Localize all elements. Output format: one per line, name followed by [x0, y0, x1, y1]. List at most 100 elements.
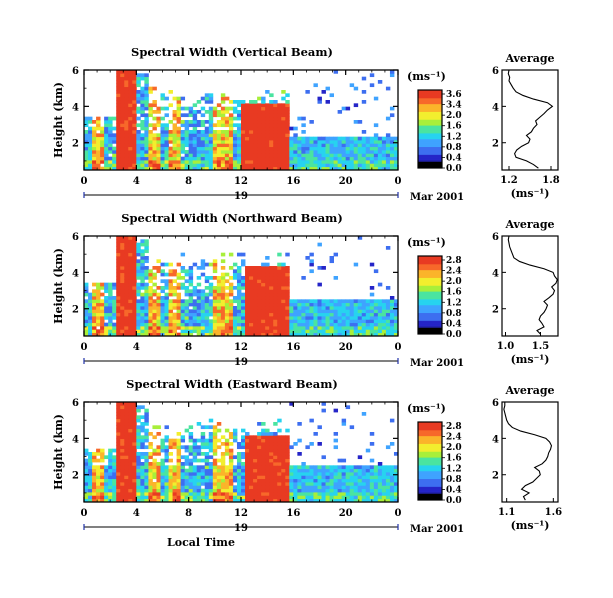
y-tick-label: 6: [72, 232, 79, 243]
colorbar-tick: 1.2: [446, 132, 462, 142]
average-x-tick: 1.2: [500, 175, 517, 186]
x-tick-label: 8: [185, 508, 192, 519]
average-y-tick: 2: [492, 471, 499, 482]
x-tick-label: 8: [185, 342, 192, 353]
colorbar-tick: 3.6: [446, 90, 462, 100]
heatmap-cells: [84, 236, 399, 337]
colorbar-tick: 0.0: [446, 496, 462, 506]
average-y-tick: 2: [492, 139, 499, 150]
average-panel: Average 2 4 6 1.1 1.6(ms⁻¹): [492, 384, 562, 532]
average-title: Average: [504, 384, 554, 397]
y-tick-label: 4: [72, 268, 79, 279]
colorbar-unit: (ms⁻¹): [407, 236, 446, 249]
y-tick-label: 2: [72, 305, 79, 316]
average-y-tick: 2: [492, 305, 499, 316]
average-frame: [501, 69, 559, 171]
y-tick-label: 4: [72, 102, 79, 113]
average-x-tick: 1.8: [542, 175, 559, 186]
average-frame: [501, 401, 559, 503]
date-day: 19: [234, 523, 248, 534]
colorbar-tick: 1.6: [446, 288, 462, 298]
x-tick-label: 16: [286, 176, 300, 187]
y-axis-label: Height (km): [52, 248, 65, 324]
colorbar: (ms⁻¹)2.82.42.01.61.20.80.40.0: [407, 236, 462, 340]
x-tick-label: 12: [234, 508, 248, 519]
colorbar-tick: 0.8: [446, 309, 462, 319]
colorbar: (ms⁻¹)3.63.42.01.61.20.80.40.0: [407, 70, 462, 174]
date-label: Mar 2001: [410, 524, 464, 535]
colorbar-tick: 1.6: [446, 454, 462, 464]
x-tick-label: 4: [133, 176, 140, 187]
colorbar-tick: 0.8: [446, 143, 462, 153]
average-title: Average: [504, 52, 554, 65]
x-tick-label: 16: [286, 342, 300, 353]
colorbar-tick: 2.0: [446, 111, 462, 121]
colorbar: (ms⁻¹)2.82.42.01.61.20.80.40.0: [407, 402, 462, 506]
chart-panel-1: Spectral Width (Vertical Beam)0 4 8 12 16 20 0…: [52, 45, 560, 203]
heatmap-cells: [84, 70, 399, 171]
chart-panel-2: Spectral Width (Northward Beam)0 4 8 12 16 20…: [52, 211, 559, 369]
average-profile-line: [507, 69, 554, 169]
x-axis-label: Local Time: [167, 536, 235, 549]
colorbar-tick: 0.8: [446, 475, 462, 485]
average-x-tick: 1.0: [497, 341, 514, 352]
chart-panel-3: Spectral Width (Eastward Beam)0 4 8 12 16 20 0…: [52, 377, 562, 549]
chart-title: Spectral Width (Vertical Beam): [131, 45, 333, 59]
average-profile-line: [503, 402, 553, 501]
average-x-tick: 1.5: [532, 341, 549, 352]
colorbar-tick: 2.0: [446, 277, 462, 287]
x-tick-label: 0: [395, 508, 402, 519]
colorbar-tick: 0.0: [446, 164, 462, 174]
x-tick-label: 0: [395, 176, 402, 187]
x-tick-label: 20: [339, 508, 353, 519]
average-x-label: (ms⁻¹): [511, 187, 550, 200]
heatmap-cells: [84, 402, 399, 503]
colorbar-tick: 1.6: [446, 122, 462, 132]
average-y-tick: 6: [492, 66, 499, 77]
y-axis-label: Height (km): [52, 414, 65, 490]
colorbar-unit: (ms⁻¹): [407, 70, 446, 83]
date-day: 19: [234, 191, 248, 202]
average-x-tick: 1.6: [545, 507, 562, 518]
colorbar-tick: 0.4: [446, 485, 462, 495]
y-tick-label: 4: [72, 434, 79, 445]
chart-title: Spectral Width (Eastward Beam): [126, 377, 338, 391]
x-tick-label: 0: [81, 342, 88, 353]
x-tick-label: 20: [339, 176, 353, 187]
x-tick-label: 4: [133, 342, 140, 353]
x-tick-label: 0: [395, 342, 402, 353]
colorbar-tick: 0.0: [446, 330, 462, 340]
average-y-tick: 6: [492, 398, 499, 409]
chart-title: Spectral Width (Northward Beam): [121, 211, 343, 225]
date-label: Mar 2001: [410, 192, 464, 203]
colorbar-tick: 1.2: [446, 298, 462, 308]
average-frame: [501, 235, 559, 337]
date-label: Mar 2001: [410, 358, 464, 369]
colorbar-tick: 2.8: [446, 422, 462, 432]
x-tick-label: 0: [81, 176, 88, 187]
x-tick-label: 16: [286, 508, 300, 519]
average-x-tick: 1.1: [498, 507, 515, 518]
average-y-tick: 4: [492, 434, 499, 445]
colorbar-tick: 2.4: [446, 267, 462, 277]
colorbar-tick: 2.0: [446, 443, 462, 453]
colorbar-tick: 3.4: [446, 101, 462, 111]
average-y-tick: 4: [492, 268, 499, 279]
x-tick-label: 12: [234, 342, 248, 353]
average-x-label: (ms⁻¹): [511, 519, 550, 532]
y-tick-label: 2: [72, 471, 79, 482]
x-tick-label: 12: [234, 176, 248, 187]
average-y-tick: 4: [492, 102, 499, 113]
colorbar-tick: 2.8: [446, 256, 462, 266]
x-tick-label: 20: [339, 342, 353, 353]
average-x-label: (ms⁻¹): [511, 353, 550, 366]
average-panel: Average 2 4 6 1.0 1.5(ms⁻¹): [492, 218, 559, 366]
x-tick-label: 0: [81, 508, 88, 519]
average-title: Average: [504, 218, 554, 231]
x-tick-label: 8: [185, 176, 192, 187]
x-tick-label: 4: [133, 508, 140, 519]
y-tick-label: 6: [72, 398, 79, 409]
y-axis-label: Height (km): [52, 82, 65, 158]
colorbar-tick: 0.4: [446, 153, 462, 163]
